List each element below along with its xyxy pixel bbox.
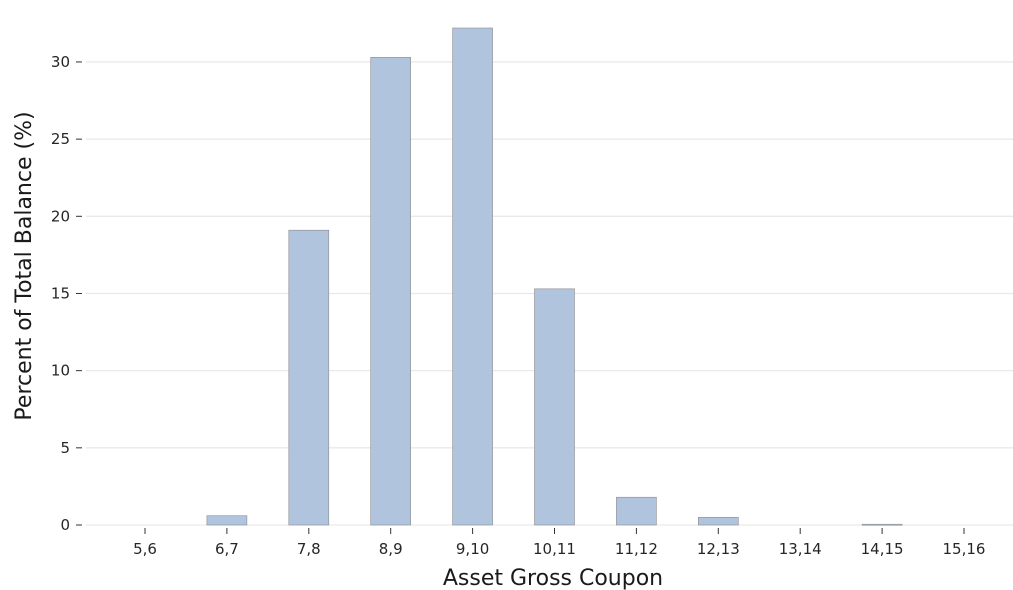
bar [697, 516, 739, 526]
y-tick-label: 25 [51, 130, 70, 148]
x-tick-label: 9,10 [456, 540, 489, 558]
y-axis-title: Percent of Total Balance (%) [12, 111, 37, 420]
y-tick-label: 30 [51, 53, 70, 71]
y-tick-label: 10 [51, 362, 70, 380]
y-tick-label: 20 [51, 207, 70, 225]
x-tick-label: 5,6 [133, 540, 157, 558]
bar [616, 496, 657, 526]
x-tick-label: 11,12 [615, 540, 658, 558]
x-tick-label: 8,9 [379, 540, 403, 558]
x-tick-label: 7,8 [297, 540, 321, 558]
y-tick-label: 0 [60, 516, 70, 534]
bar [452, 27, 493, 526]
bar [206, 515, 248, 526]
x-tick-label: 13,14 [779, 540, 822, 558]
x-tick-label: 15,16 [943, 540, 986, 558]
bar [288, 229, 330, 526]
y-tick-label: 15 [51, 284, 70, 302]
x-tick-label: 12,13 [697, 540, 740, 558]
bar [534, 288, 575, 526]
bar [861, 523, 903, 526]
x-tick-label: 6,7 [215, 540, 239, 558]
y-tick-label: 5 [60, 439, 70, 457]
x-axis-ticks: 5,6 6,7 7,8 8,9 9,10 10,11 11,12 12,13 13,14 14,1… [133, 528, 985, 558]
x-axis-title: Asset Gross Coupon [443, 566, 663, 590]
x-tick-label: 14,15 [861, 540, 904, 558]
bar [370, 57, 412, 526]
y-axis-ticks: 0 5 10 15 20 25 30 [51, 53, 82, 534]
bars [206, 27, 903, 526]
x-tick-label: 10,11 [533, 540, 576, 558]
